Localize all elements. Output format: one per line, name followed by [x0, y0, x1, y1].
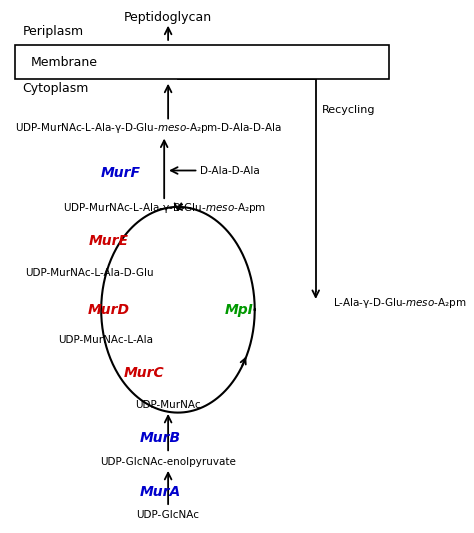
- Text: MurE: MurE: [89, 234, 129, 248]
- Text: MurA: MurA: [140, 485, 181, 499]
- Text: Periplasm: Periplasm: [22, 25, 83, 38]
- Text: UDP-GlcNAc: UDP-GlcNAc: [137, 511, 200, 520]
- Text: Membrane: Membrane: [30, 56, 97, 69]
- Text: D-Ala-D-Ala: D-Ala-D-Ala: [200, 166, 259, 175]
- Text: MurD: MurD: [88, 303, 130, 317]
- Text: UDP-MurNAc-L-Ala-γ-D-Glu-$\mathit{meso}$-A₂pm: UDP-MurNAc-L-Ala-γ-D-Glu-$\mathit{meso}$…: [63, 201, 266, 215]
- Text: UDP-MurNAc-L-Ala-D-Glu: UDP-MurNAc-L-Ala-D-Glu: [25, 268, 154, 278]
- Bar: [15, 45, 389, 79]
- Text: Peptidoglycan: Peptidoglycan: [124, 11, 212, 24]
- Text: UDP-GlcNAc-enolpyruvate: UDP-GlcNAc-enolpyruvate: [100, 457, 236, 467]
- Text: UDP-MurNAc: UDP-MurNAc: [135, 400, 201, 410]
- Text: UDP-MurNAc-L-Ala: UDP-MurNAc-L-Ala: [58, 335, 153, 345]
- Text: MurC: MurC: [124, 366, 165, 380]
- Text: MurF: MurF: [101, 166, 141, 180]
- Text: MpI: MpI: [225, 303, 253, 317]
- Text: Recycling: Recycling: [322, 105, 375, 115]
- Text: L-Ala-γ-D-Glu-$\mathit{meso}$-A₂pm: L-Ala-γ-D-Glu-$\mathit{meso}$-A₂pm: [333, 296, 467, 310]
- Text: MurB: MurB: [140, 431, 181, 445]
- Text: UDP-MurNAc-L-Ala-γ-D-Glu-$\mathit{meso}$-A₂pm-D-Ala-D-Ala: UDP-MurNAc-L-Ala-γ-D-Glu-$\mathit{meso}$…: [15, 122, 282, 135]
- Text: Cytoplasm: Cytoplasm: [22, 82, 89, 95]
